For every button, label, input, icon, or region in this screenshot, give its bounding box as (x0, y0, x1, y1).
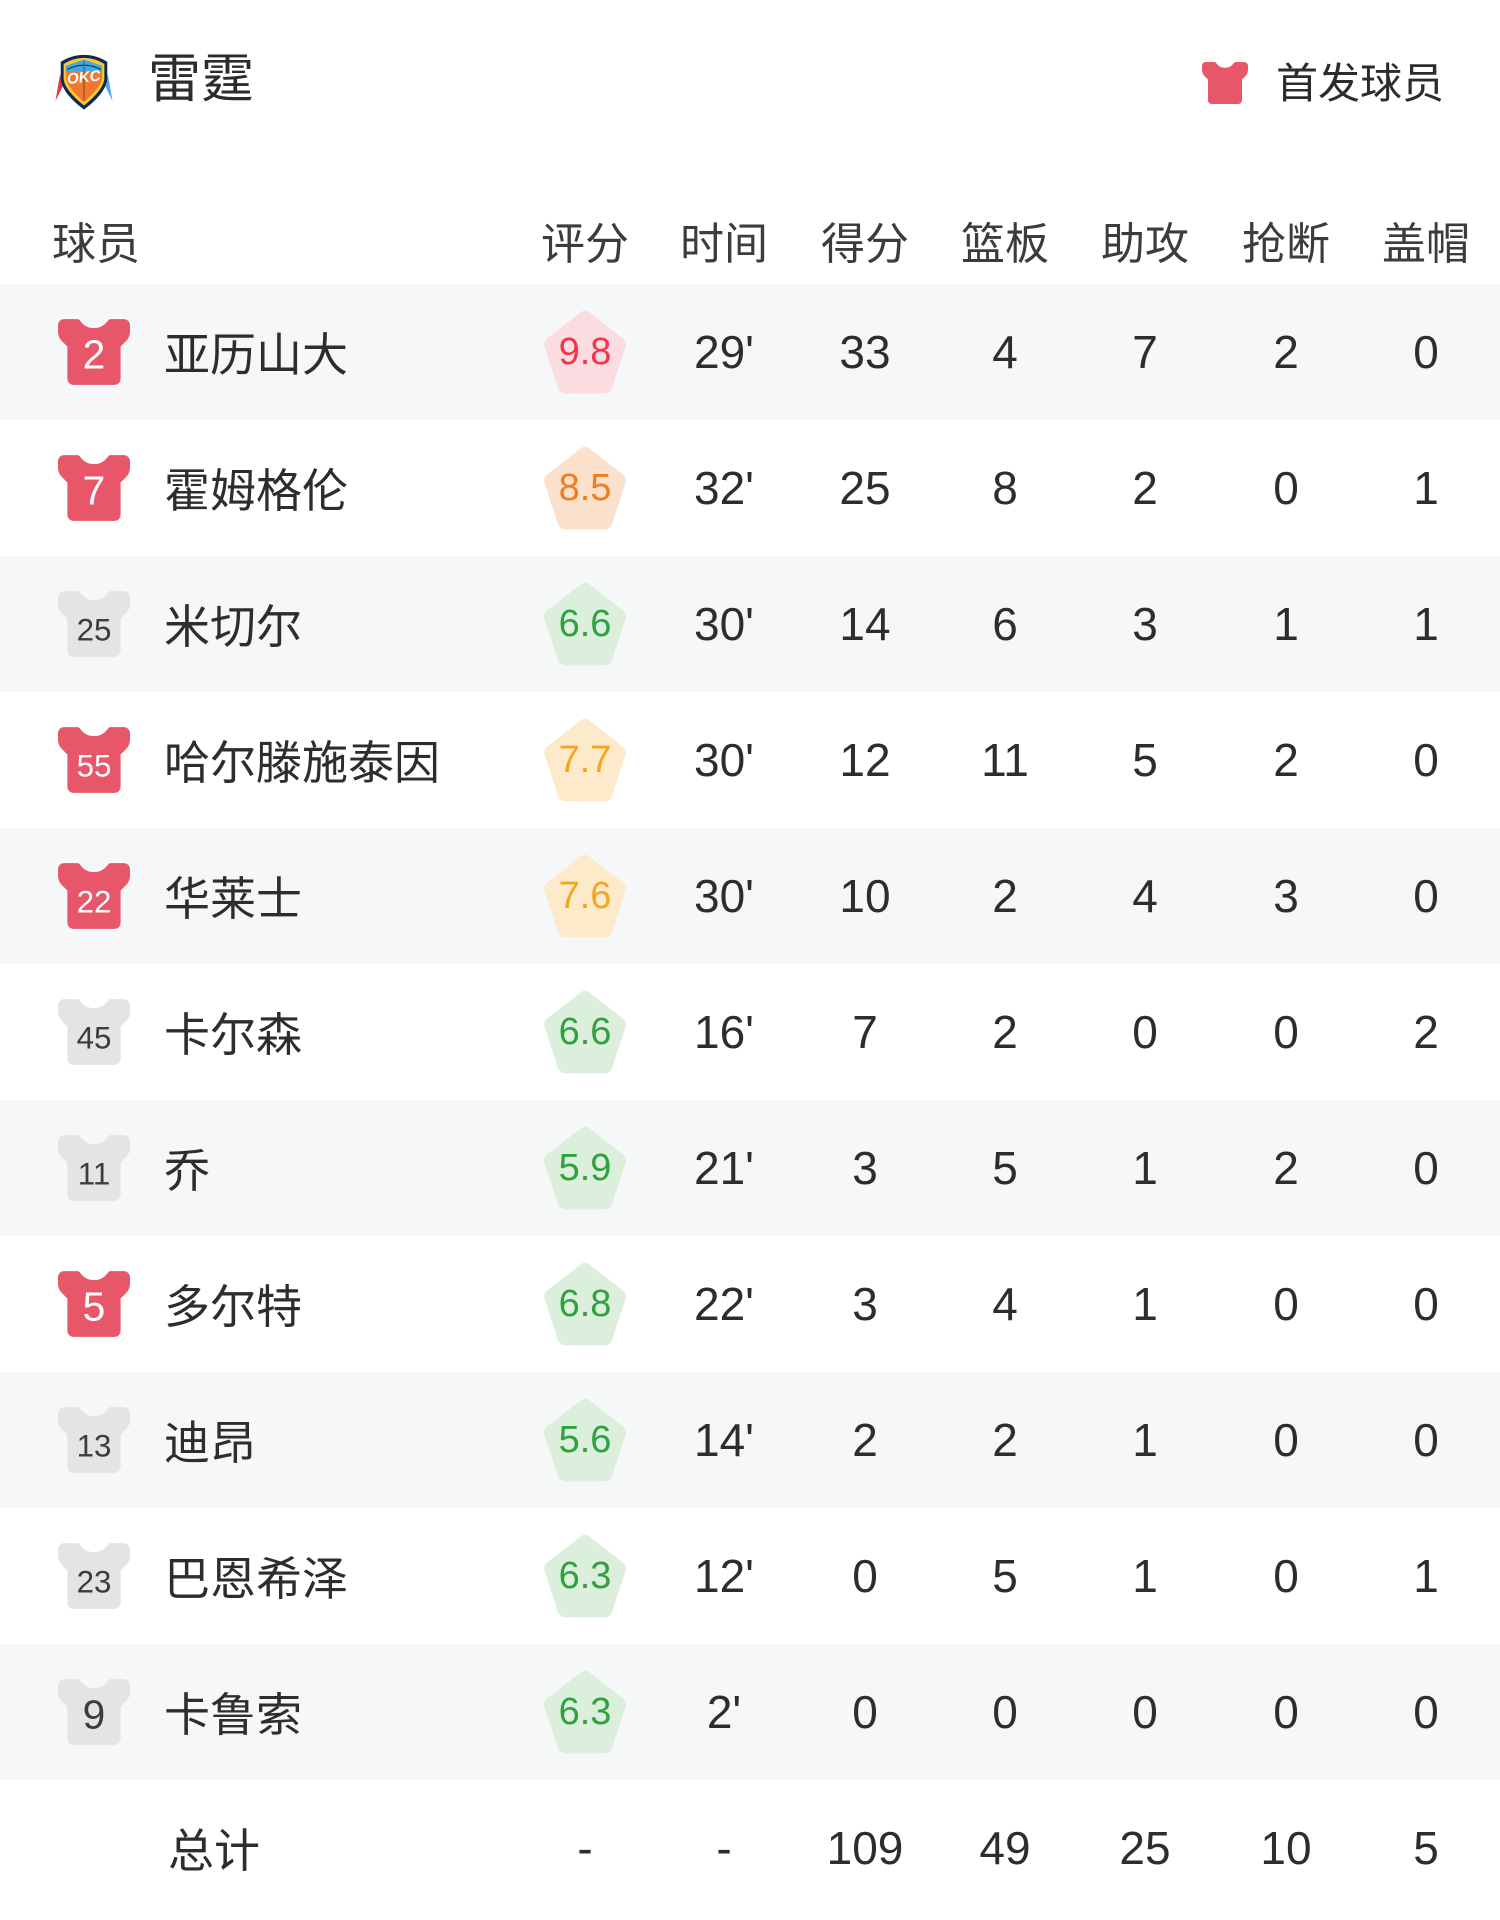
svg-text:11: 11 (78, 1156, 111, 1191)
svg-text:45: 45 (77, 1020, 112, 1055)
svg-text:23: 23 (77, 1564, 112, 1599)
svg-text:OKC: OKC (66, 67, 102, 88)
svg-text:55: 55 (77, 748, 112, 783)
svg-text:22: 22 (77, 884, 112, 919)
svg-text:2: 2 (83, 331, 106, 377)
svg-text:7: 7 (83, 467, 106, 513)
svg-text:25: 25 (77, 612, 112, 647)
svg-text:9: 9 (83, 1691, 106, 1737)
svg-text:5: 5 (83, 1283, 106, 1329)
svg-text:13: 13 (77, 1428, 112, 1463)
